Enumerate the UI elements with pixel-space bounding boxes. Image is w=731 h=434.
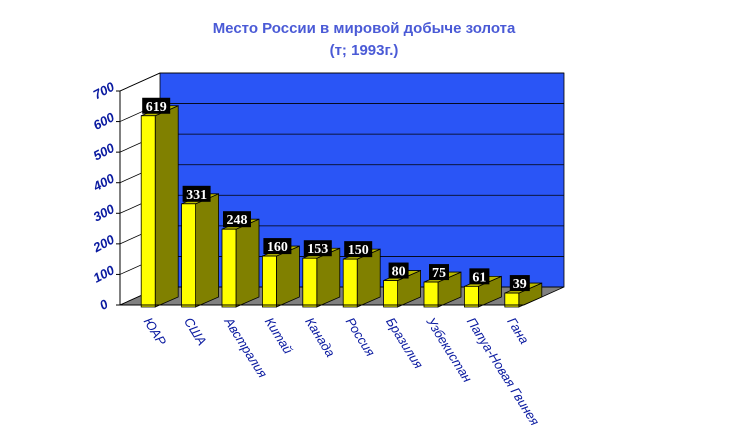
data-label: 39 (513, 277, 527, 292)
chart-title: Место России в мировой добыче золота (213, 20, 516, 37)
x-tick-label: Гана (504, 315, 532, 347)
bar: 75 (423, 264, 462, 308)
y-tick-label: 400 (90, 170, 118, 194)
bar-front (261, 255, 277, 308)
bar: 619 (140, 97, 179, 308)
data-label-background (303, 240, 332, 257)
y-tick-label: 300 (91, 201, 118, 225)
bar-front (302, 257, 318, 308)
bar-front (504, 292, 520, 308)
data-label: 248 (227, 213, 248, 228)
x-tick-label: Бразилия (383, 315, 426, 372)
data-label-background (142, 97, 171, 114)
bar: 39 (504, 275, 543, 308)
bar: 150 (342, 241, 381, 308)
y-tick-label: 200 (90, 231, 118, 255)
bars: 619 331 248 160 153 150 80 75 61 39 (140, 97, 543, 308)
bar-side (275, 245, 300, 308)
bar: 331 (181, 185, 220, 308)
data-label-background (388, 262, 409, 279)
bar-front (140, 115, 156, 308)
data-label-background (429, 264, 449, 281)
data-label: 331 (186, 188, 207, 203)
data-label: 160 (267, 240, 288, 255)
bar-front (383, 280, 399, 308)
x-tick-label: ЮАР (141, 315, 170, 349)
x-tick-label: Папуа-Новая Гвинея (464, 315, 543, 429)
plot-area: 0 100 200 300 400 500 600 700 619 331 248 160 153 15… (90, 72, 565, 429)
data-label-background (263, 238, 292, 255)
y-tick-label: 100 (91, 262, 118, 286)
y-tick-label: 700 (91, 78, 118, 102)
data-label: 80 (392, 265, 406, 280)
bar-front (463, 285, 479, 308)
bar: 61 (463, 268, 502, 308)
x-tick-label: Китай (262, 315, 296, 357)
y-tick-label: 0 (97, 296, 111, 313)
x-tick-label: США (181, 315, 210, 348)
data-label-background (509, 275, 530, 292)
bar-side (154, 105, 179, 308)
bar-front (221, 228, 237, 308)
bar: 153 (302, 240, 341, 308)
y-tick-label: 600 (91, 109, 118, 133)
bar: 160 (261, 238, 300, 308)
data-label-background (182, 185, 211, 202)
data-label: 150 (348, 243, 369, 258)
bar-side (235, 218, 260, 308)
data-label-background (344, 241, 373, 258)
data-label-background (469, 268, 490, 285)
data-label: 153 (307, 242, 328, 257)
x-tick-label: Россия (343, 315, 378, 359)
data-label: 75 (432, 266, 446, 281)
data-label-background (223, 211, 251, 228)
y-axis-depth-line (119, 72, 161, 92)
bar-front (423, 281, 439, 308)
bar-front (181, 203, 197, 308)
data-label: 619 (146, 100, 167, 115)
y-tick-label: 500 (91, 140, 118, 164)
x-tick-label: Канада (302, 315, 338, 360)
bar: 248 (221, 211, 260, 308)
bar: 80 (383, 262, 422, 308)
bar-front (342, 258, 358, 308)
bar-side (195, 193, 220, 308)
chart-subtitle: (т; 1993г.) (330, 42, 399, 59)
data-label: 61 (472, 270, 486, 285)
